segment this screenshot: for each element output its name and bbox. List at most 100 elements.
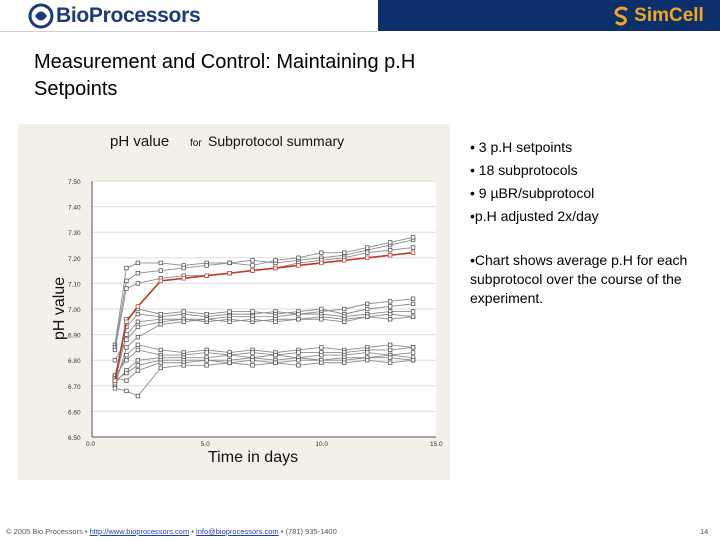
data-point — [410, 296, 416, 301]
data-point — [342, 319, 347, 324]
data-point — [124, 286, 129, 291]
data-point — [319, 352, 324, 358]
data-point — [296, 255, 301, 260]
data-point — [273, 352, 278, 358]
y-tick-label: 6.80 — [68, 358, 81, 365]
highlight-data-point — [135, 304, 141, 309]
data-point — [273, 258, 278, 263]
data-point — [158, 311, 163, 317]
bullet-ubr: • 9 µBR/subprotocol — [470, 185, 595, 201]
header-left: BioProcessors — [0, 0, 378, 32]
data-point — [387, 304, 393, 309]
data-point — [387, 347, 393, 353]
highlight-data-point — [410, 250, 416, 255]
chart-title-sub: Subprotocol summary — [208, 133, 344, 149]
data-point — [410, 345, 416, 350]
data-point — [250, 309, 255, 314]
y-tick-label: 7.50 — [68, 179, 81, 186]
data-point — [365, 358, 370, 363]
data-point — [135, 347, 141, 353]
chart-gridlines — [92, 180, 436, 438]
chart-labels: pH value for Subprotocol summary Time in… — [51, 133, 344, 466]
data-point — [387, 247, 393, 253]
data-point — [387, 317, 393, 322]
data-point — [135, 319, 141, 324]
highlight-data-point — [342, 258, 347, 263]
data-point — [112, 386, 118, 391]
data-point — [387, 360, 393, 365]
data-point — [319, 317, 324, 322]
data-point — [227, 309, 232, 314]
chart-title-for: for — [190, 138, 202, 149]
highlight-data-point — [227, 271, 232, 276]
data-point — [410, 301, 416, 307]
bullet-subprotocols: • 18 subprotocols — [470, 162, 578, 178]
data-point — [112, 347, 118, 353]
bullet-chart-description: •Chart shows average p.H for each subpro… — [470, 252, 688, 306]
data-point — [135, 260, 141, 266]
data-point — [342, 360, 347, 365]
data-point — [204, 363, 209, 368]
data-point — [124, 278, 129, 283]
data-point — [410, 350, 416, 355]
data-point — [135, 324, 141, 330]
simcell-logo[interactable]: SimCell — [598, 0, 718, 31]
footer-url-link[interactable]: http://www.bioprocessors.com — [89, 527, 190, 536]
data-point — [410, 314, 416, 319]
data-point — [365, 250, 370, 255]
data-point — [135, 281, 141, 286]
data-point — [365, 306, 370, 312]
footer-email-link[interactable]: info@bioprocessors.com — [196, 527, 279, 536]
y-tick-label: 6.60 — [68, 409, 81, 416]
highlight-data-point — [181, 276, 186, 281]
data-point — [135, 342, 141, 347]
data-point — [124, 378, 129, 383]
highlight-data-point — [365, 255, 370, 260]
data-point — [410, 245, 416, 250]
highlight-data-point — [296, 263, 301, 268]
chart-series — [112, 235, 416, 399]
data-point — [135, 271, 141, 276]
data-point — [250, 317, 255, 322]
data-point — [204, 311, 209, 317]
highlight-data-point — [204, 273, 209, 278]
highlight-data-point — [319, 260, 324, 266]
data-point — [124, 388, 129, 394]
data-point — [296, 363, 301, 368]
x-tick-label: 0.0 — [86, 441, 95, 448]
data-point — [181, 265, 186, 271]
data-point — [342, 306, 347, 312]
data-point — [135, 335, 141, 340]
bioprocessors-logo-text: BioProcessors — [56, 4, 201, 27]
x-tick-label: 5.0 — [201, 441, 210, 448]
data-point — [135, 393, 141, 399]
slide-title-line1: Measurement and Control: Maintaining p.H — [34, 51, 416, 73]
bioprocessors-logo[interactable]: BioProcessors — [28, 3, 201, 29]
data-point — [227, 319, 232, 324]
data-point — [250, 363, 255, 368]
footer-phone: • (781) 935-1400 — [278, 527, 337, 536]
data-point — [227, 260, 232, 266]
data-point — [124, 265, 129, 271]
data-point — [204, 317, 209, 322]
ph-chart: 6.50 6.60 6.70 6.80 6.90 7.00 7.10 7.20 7.30 7.40… — [18, 124, 450, 480]
data-point — [387, 299, 393, 304]
data-point — [204, 263, 209, 268]
data-point — [296, 317, 301, 322]
data-point — [181, 309, 186, 314]
data-point — [296, 358, 301, 363]
data-point — [158, 360, 163, 365]
data-point — [250, 263, 255, 268]
data-point — [250, 350, 255, 355]
simcell-logo-text: SimCell — [634, 4, 704, 26]
data-point — [319, 360, 324, 365]
x-tick-label: 15.0 — [430, 441, 443, 448]
data-point — [410, 358, 416, 363]
page-number: 14 — [700, 527, 709, 536]
data-point — [124, 332, 129, 337]
data-point — [319, 306, 324, 312]
data-point — [124, 358, 129, 363]
slide-title-line2: Setpoints — [34, 78, 118, 100]
y-tick-label: 7.40 — [68, 205, 81, 212]
data-point — [227, 360, 232, 365]
